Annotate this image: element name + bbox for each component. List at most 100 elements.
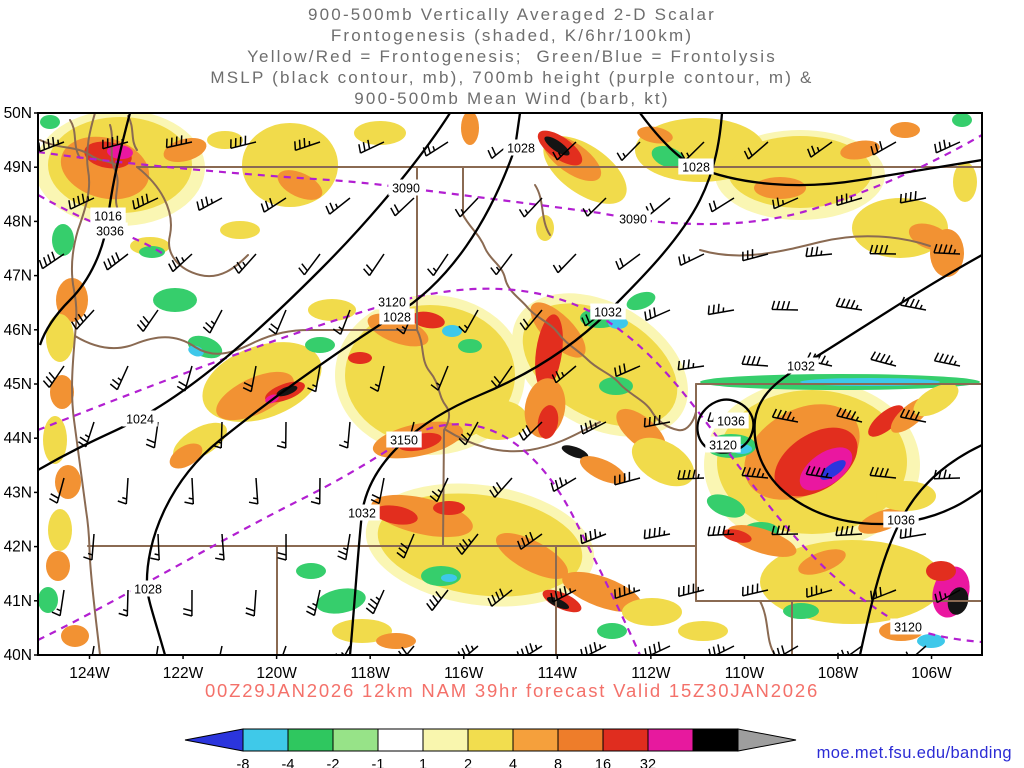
wind-barb [771, 525, 799, 536]
wind-barb [422, 141, 449, 157]
wind-barb [196, 196, 223, 211]
wind-barb [202, 309, 223, 334]
wind-barb [268, 309, 287, 335]
wind-barb [118, 589, 129, 617]
wind-barb [933, 243, 961, 255]
lat-tick-label: 44N [4, 430, 32, 447]
wind-barb [337, 533, 351, 561]
wind-barb [708, 197, 735, 213]
contour-label-box [122, 410, 158, 427]
wind-barb [870, 351, 897, 367]
wind-barb [325, 197, 351, 215]
shading-blob [153, 288, 197, 312]
wind-barb [551, 365, 577, 384]
shading-blob [458, 339, 482, 353]
colorbar-cell [647, 728, 694, 752]
wind-barb [870, 586, 897, 601]
wind-barb [552, 253, 577, 274]
wind-barb [370, 477, 385, 505]
shading-blob [332, 619, 392, 643]
lat-tick-label: 40N [4, 647, 32, 664]
wind-barb [489, 477, 513, 498]
contour-label-box [590, 303, 626, 320]
mslp-contour-line [39, 114, 131, 346]
wind-barb [230, 135, 257, 150]
wind-barb [643, 415, 671, 428]
colorbar-cell [377, 728, 424, 752]
chart-title: 900-500mb Vertically Averaged 2-D Scalar… [0, 4, 1024, 109]
wind-barb [741, 583, 769, 597]
shading-blob [622, 598, 682, 626]
lon-tick-label: 124W [69, 665, 110, 682]
lon-tick-label: 108W [818, 665, 859, 682]
lat-tick-label: 49N [4, 159, 32, 176]
wind-barb [615, 253, 641, 271]
shading-blob [46, 551, 70, 581]
contour-label: 1028 [682, 161, 710, 175]
colorbar-cell [467, 728, 514, 752]
wind-barb [550, 477, 577, 493]
wind-barb [899, 296, 927, 311]
wind-barb [899, 408, 927, 423]
contour-label: 1028 [134, 583, 162, 597]
colorbar-cell [602, 728, 649, 752]
wind-barb [430, 365, 449, 391]
wind-barb [836, 407, 863, 423]
shading-blob [296, 563, 326, 579]
wind-barb [550, 586, 577, 603]
wind-barb [156, 645, 159, 654]
shading-blob [722, 529, 752, 543]
contour-label-box [678, 158, 714, 175]
lat-tick-label: 45N [4, 376, 32, 393]
shading-blob [169, 443, 203, 469]
contour-label-box [374, 293, 410, 310]
axis-labels: 50N 49N 48N 47N 46N 45N 44N 43N 42N 41N 40N 124W 122… [4, 105, 953, 682]
lon-tick-label: 110W [725, 665, 765, 682]
wind-barb [835, 525, 863, 537]
site-credit-link[interactable]: moe.met.fsu.edu/banding [816, 744, 1012, 762]
lon-tick-label: 118W [351, 665, 391, 682]
height-contour-line [39, 423, 641, 654]
colorbar-tick-label: 2 [464, 757, 472, 768]
shading-blob [220, 221, 260, 239]
lon-tick-label: 114W [538, 665, 578, 682]
shading-blob [876, 481, 936, 511]
wind-barb [212, 421, 223, 449]
shading-blob [163, 137, 207, 163]
wind-barb [42, 365, 65, 388]
contour-label: 3150 [390, 434, 418, 448]
contour-label-box [379, 308, 415, 325]
wind-barb [741, 466, 769, 479]
contour-label-box [503, 139, 539, 156]
wind-barb [519, 309, 543, 331]
wind-barb [298, 253, 321, 276]
shading-blob [953, 162, 977, 202]
shading-blob [216, 371, 294, 421]
shading-blob [40, 115, 60, 129]
colorbar-tick-label: -4 [282, 757, 295, 768]
lon-tick-label: 112W [631, 665, 671, 682]
contour-label: 3090 [619, 213, 647, 227]
forecast-info-text: 00Z29JAN2026 12km NAM 39hr forecast Vali… [204, 680, 820, 701]
wind-barb [742, 249, 769, 262]
shading-blob [537, 405, 559, 439]
wind-barb [805, 465, 833, 479]
wind-barb [518, 197, 543, 218]
contour-label-box [130, 580, 166, 597]
wind-barb [836, 645, 863, 654]
wind-barb [835, 297, 863, 311]
wind-barb [772, 645, 799, 654]
wind-barb [245, 589, 257, 617]
shading-blob [913, 383, 959, 417]
wind-barb [454, 197, 479, 218]
shading-blob [840, 140, 880, 160]
wind-barb [771, 300, 799, 311]
colorbar-cell [242, 728, 289, 752]
state-border-line [74, 329, 418, 355]
shading-blob [597, 623, 627, 639]
contour-label-box [883, 511, 919, 528]
wind-barb [363, 253, 385, 277]
wind-barb [933, 469, 961, 480]
contour-label-box [783, 357, 819, 374]
colorbar-tick-label: 32 [640, 757, 656, 768]
